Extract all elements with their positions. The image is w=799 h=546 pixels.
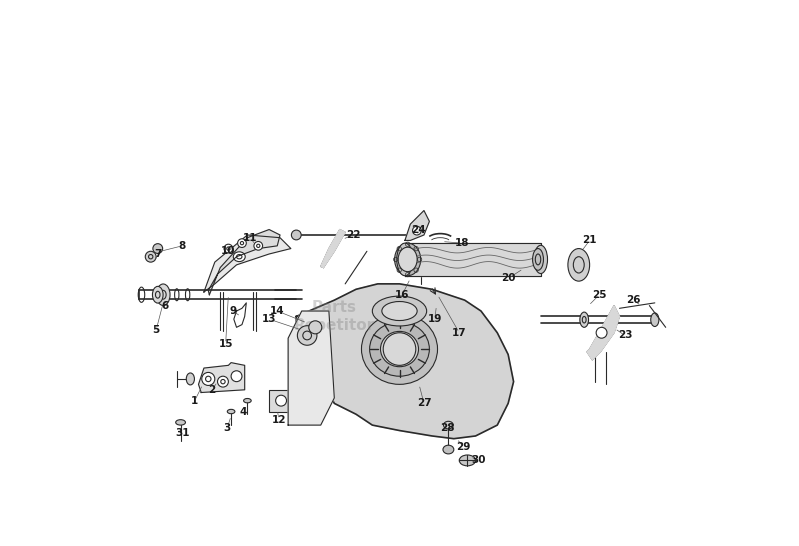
Ellipse shape: [568, 248, 590, 281]
Bar: [269, 390, 293, 412]
Polygon shape: [405, 211, 429, 240]
Ellipse shape: [372, 296, 427, 326]
Text: Parts
Repetitor: Parts Repetitor: [294, 300, 375, 333]
Text: 26: 26: [626, 295, 640, 305]
Ellipse shape: [533, 248, 543, 270]
Text: 17: 17: [452, 328, 467, 338]
Ellipse shape: [443, 445, 454, 454]
Ellipse shape: [534, 245, 547, 274]
Circle shape: [297, 326, 317, 345]
Polygon shape: [209, 229, 280, 295]
Circle shape: [308, 321, 322, 334]
Polygon shape: [198, 363, 244, 393]
Text: 19: 19: [427, 314, 442, 324]
Text: 10: 10: [221, 246, 236, 256]
Circle shape: [231, 371, 242, 382]
Text: 18: 18: [455, 238, 469, 248]
Ellipse shape: [153, 244, 163, 253]
Text: 15: 15: [218, 339, 233, 348]
Text: 21: 21: [582, 235, 597, 245]
Ellipse shape: [382, 301, 417, 321]
Text: 3: 3: [224, 423, 231, 433]
Text: 11: 11: [243, 233, 257, 242]
Ellipse shape: [459, 455, 475, 466]
Circle shape: [224, 244, 233, 253]
Polygon shape: [288, 311, 334, 425]
Ellipse shape: [292, 230, 301, 240]
Polygon shape: [204, 235, 291, 292]
Ellipse shape: [398, 247, 417, 272]
Text: 16: 16: [395, 290, 409, 300]
Text: 22: 22: [346, 230, 360, 240]
Circle shape: [276, 395, 287, 406]
Circle shape: [384, 333, 415, 365]
Text: 1: 1: [191, 396, 198, 406]
Text: 25: 25: [592, 290, 606, 300]
Text: 14: 14: [270, 306, 284, 316]
Circle shape: [596, 327, 607, 338]
Text: 6: 6: [161, 301, 169, 311]
Ellipse shape: [176, 420, 185, 425]
Ellipse shape: [580, 312, 589, 327]
Circle shape: [412, 226, 421, 235]
Text: 31: 31: [175, 428, 189, 438]
Ellipse shape: [361, 314, 438, 384]
Text: 8: 8: [179, 241, 186, 251]
Text: 30: 30: [471, 455, 486, 465]
Ellipse shape: [227, 410, 235, 414]
Text: 20: 20: [501, 274, 515, 283]
Ellipse shape: [233, 252, 245, 262]
Text: 23: 23: [618, 330, 632, 341]
Ellipse shape: [186, 373, 194, 385]
Text: 13: 13: [262, 314, 276, 324]
Ellipse shape: [145, 251, 156, 262]
Ellipse shape: [380, 331, 419, 367]
Ellipse shape: [244, 399, 251, 403]
Text: 12: 12: [272, 414, 286, 425]
Circle shape: [217, 376, 229, 387]
Polygon shape: [587, 306, 619, 360]
Text: 5: 5: [153, 325, 160, 335]
Ellipse shape: [443, 422, 453, 429]
Ellipse shape: [370, 322, 429, 376]
Ellipse shape: [397, 243, 413, 276]
Text: 2: 2: [209, 385, 216, 395]
Text: 27: 27: [416, 399, 431, 408]
Ellipse shape: [157, 284, 170, 305]
Ellipse shape: [650, 313, 659, 327]
Text: 29: 29: [456, 442, 471, 452]
Text: 9: 9: [229, 306, 237, 316]
Text: 7: 7: [154, 249, 161, 259]
Text: 24: 24: [411, 224, 426, 235]
Text: 28: 28: [440, 423, 455, 433]
Text: 4: 4: [240, 407, 247, 417]
Circle shape: [237, 239, 246, 247]
Polygon shape: [320, 229, 345, 268]
Polygon shape: [296, 284, 514, 438]
Ellipse shape: [395, 243, 421, 276]
Ellipse shape: [153, 286, 163, 303]
Circle shape: [202, 372, 215, 385]
Polygon shape: [405, 243, 541, 276]
Circle shape: [254, 241, 263, 250]
